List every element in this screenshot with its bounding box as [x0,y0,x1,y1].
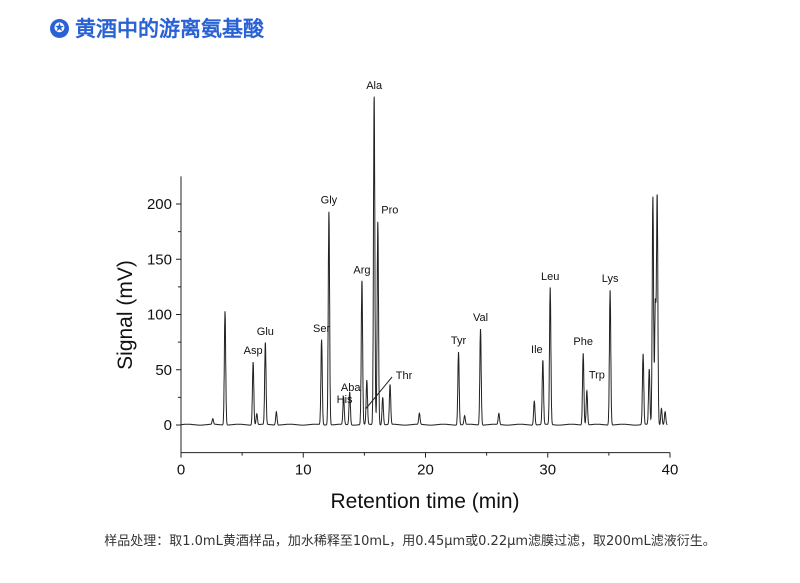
y-tick-label: 50 [155,362,172,379]
peak-label-aba: Aba [341,382,361,394]
peak-label-lys: Lys [602,273,619,285]
y-tick-label: 100 [147,307,172,324]
caption: 样品处理：取1.0mL黄酒样品，加水稀释至10mL，用0.45μm或0.22μm… [104,534,716,549]
y-tick-label: 0 [164,417,172,434]
x-tick-label: 0 [177,462,185,479]
x-tick-label: 30 [539,462,556,479]
section-title-text: 黄酒中的游离氨基酸 [75,17,264,41]
peak-label-glu: Glu [257,326,274,338]
peak-label-trp: Trp [589,370,605,382]
peak-label-phe: Phe [573,336,593,348]
peak-label-leu: Leu [541,271,559,283]
y-tick-label: 150 [147,251,172,268]
peak-label-tyr: Tyr [451,335,467,347]
star-circle-icon: ✪ [50,18,69,38]
peak-label-val: Val [473,312,488,324]
y-tick-label: 200 [147,196,172,213]
section-title: ✪ 黄酒中的游离氨基酸 [50,13,264,43]
x-tick-label: 40 [662,462,679,479]
chromatogram-chart: 0 10 20 30 40 0 50 100 150 200 Asp Glu Ser Gly HisAba… [114,80,679,513]
peak-label-ala: Ala [366,80,383,92]
peak-label-gly: Gly [321,195,338,207]
peak-label-pro: Pro [381,205,398,217]
x-tick-label: 20 [417,462,434,479]
peak-label-ile: Ile [531,344,543,356]
x-axis-label: Retention time (min) [330,490,519,513]
axes: 0 10 20 30 40 0 50 100 150 200 [147,176,679,479]
thr-arrow [365,376,393,410]
chromatogram-trace [180,96,668,426]
peak-label-ser: Ser [313,323,330,335]
peak-label-thr: Thr [396,370,413,382]
peak-label-arg: Arg [353,264,370,276]
x-tick-label: 10 [295,462,312,479]
peak-label-asp: Asp [244,345,263,357]
y-axis-label: Signal (mV) [114,260,137,370]
peak-label-his: His [337,394,353,406]
